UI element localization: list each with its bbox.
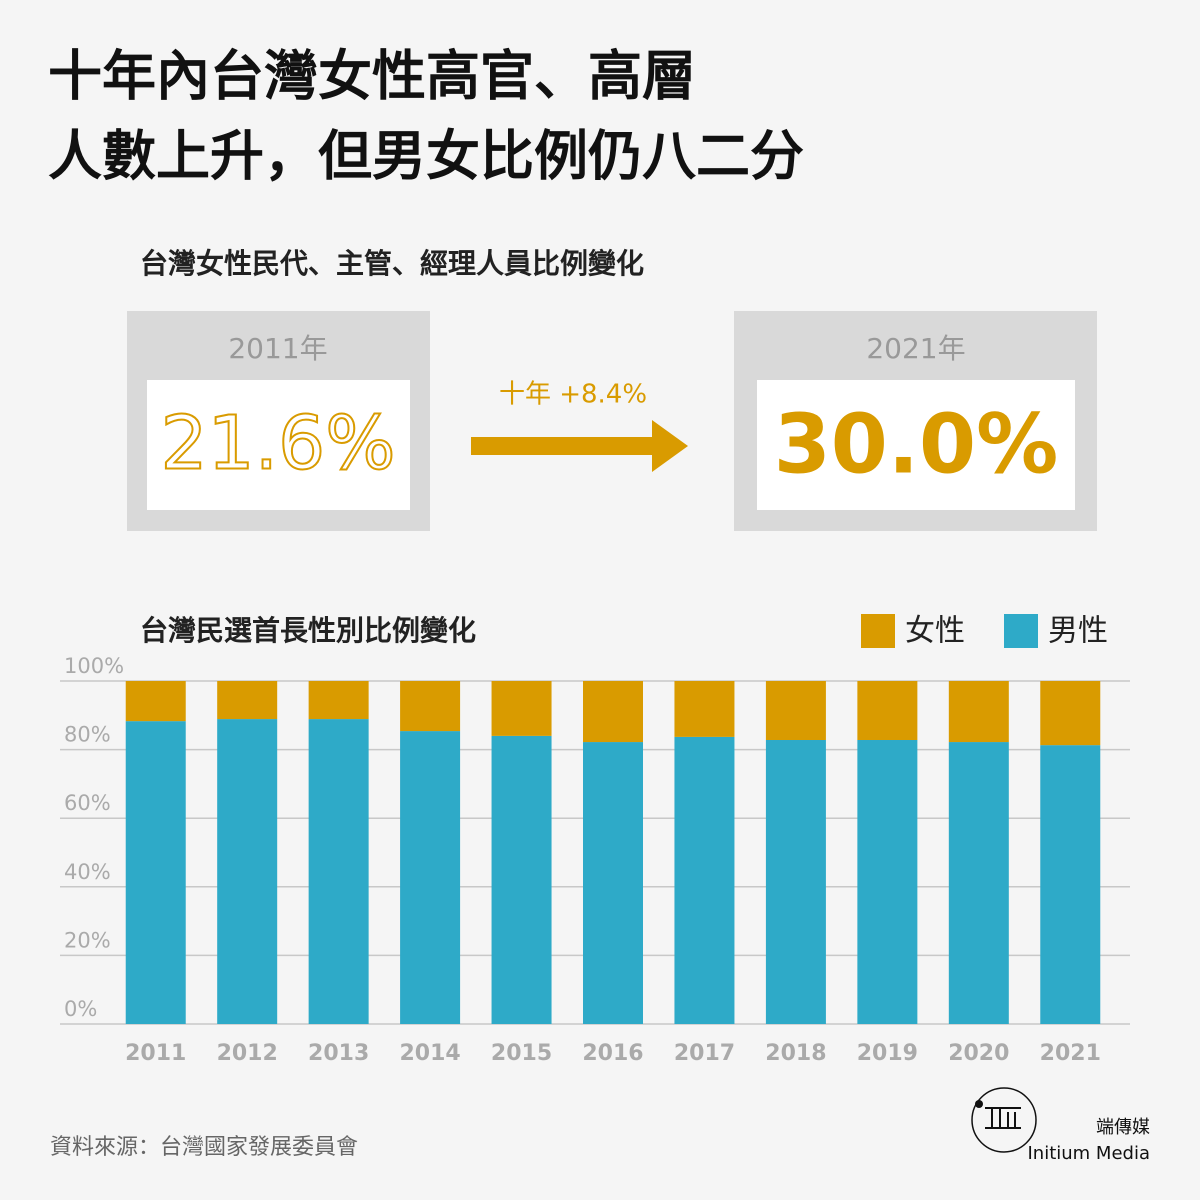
chart-title: 台灣民選首長性別比例變化	[140, 614, 476, 647]
bar-segment	[400, 681, 461, 732]
bar-segment	[948, 681, 1009, 743]
bar-segment	[217, 681, 278, 720]
y-tick-label: 40%	[64, 860, 111, 884]
logo-dot	[975, 1100, 983, 1108]
logo-name: 端傳媒	[1096, 1117, 1150, 1138]
card-year: 2011年	[228, 332, 327, 365]
x-tick-label: 2016	[582, 1041, 643, 1066]
bar-segment	[491, 735, 552, 1024]
y-tick-label: 100%	[64, 654, 124, 678]
arrow-head	[652, 420, 688, 472]
card-value: 21.6%	[160, 401, 395, 487]
bar-segment	[674, 736, 735, 1024]
x-tick-label: 2013	[308, 1041, 369, 1066]
x-tick-label: 2020	[948, 1041, 1009, 1066]
bar-segment	[1040, 681, 1101, 746]
y-tick-label: 60%	[64, 791, 111, 815]
logo-circle	[971, 1087, 1037, 1153]
card-inner	[147, 380, 410, 510]
bar-segment	[583, 742, 643, 1024]
x-tick-label: 2018	[765, 1041, 826, 1066]
bar-segment	[400, 731, 461, 1024]
x-tick-label: 2021	[1040, 1041, 1101, 1066]
bar-segment	[491, 681, 552, 736]
bar-segment	[765, 681, 826, 740]
bar-segment	[308, 719, 369, 1024]
logo-glyph	[985, 1107, 1021, 1129]
bar-segment	[125, 721, 186, 1024]
legend-swatch	[1004, 614, 1038, 648]
x-tick-label: 2015	[491, 1041, 552, 1066]
bar-segment	[308, 681, 369, 720]
bar-segment	[857, 681, 918, 740]
card-value: 30.0%	[774, 397, 1058, 492]
x-tick-label: 2019	[857, 1041, 918, 1066]
x-tick-label: 2012	[217, 1041, 278, 1066]
arrow-label: 十年 +8.4%	[499, 380, 647, 410]
bar-segment	[674, 681, 735, 737]
title-line: 十年內台灣女性高官、高層	[48, 45, 696, 108]
legend-label: 女性	[905, 614, 965, 649]
y-tick-label: 0%	[64, 997, 97, 1021]
bar-segment	[583, 681, 643, 743]
bar-segment	[765, 739, 826, 1024]
bar-segment	[125, 681, 186, 722]
bar-segment	[1040, 745, 1101, 1024]
card-year: 2021年	[866, 332, 965, 365]
bar-segment	[857, 739, 918, 1024]
bar-segment	[948, 742, 1009, 1024]
arrow-shaft	[471, 437, 657, 455]
card-inner	[757, 380, 1075, 510]
y-tick-label: 80%	[64, 723, 111, 747]
x-tick-label: 2014	[399, 1041, 460, 1066]
y-tick-label: 20%	[64, 928, 111, 952]
x-tick-label: 2017	[674, 1041, 735, 1066]
legend-label: 男性	[1048, 614, 1108, 649]
x-tick-label: 2011	[125, 1041, 186, 1066]
title-line: 人數上升，但男女比例仍八二分	[48, 125, 804, 188]
logo-english: Initium Media	[1027, 1143, 1150, 1164]
bar-segment	[217, 719, 278, 1024]
subtitle: 台灣女性民代、主管、經理人員比例變化	[140, 247, 644, 280]
legend-swatch	[861, 614, 895, 648]
source: 資料來源：台灣國家發展委員會	[50, 1135, 358, 1160]
